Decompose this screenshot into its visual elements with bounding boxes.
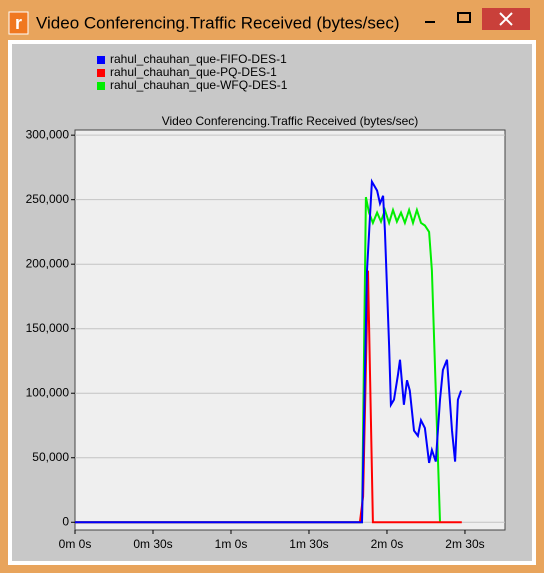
y-tick-label: 300,000	[26, 127, 70, 141]
y-tick-label: 0	[62, 514, 69, 528]
y-tick-label: 50,000	[32, 450, 69, 464]
window-title: Video Conferencing.Traffic Received (byt…	[36, 13, 399, 32]
app-icon	[8, 11, 29, 35]
x-tick-label: 0m 0s	[59, 537, 92, 551]
x-tick-label: 2m 30s	[445, 537, 484, 551]
legend-label: rahul_chauhan_que-FIFO-DES-1	[110, 52, 287, 66]
chart-title: Video Conferencing.Traffic Received (byt…	[162, 114, 419, 128]
series-line	[75, 178, 463, 524]
plot-area	[74, 129, 506, 531]
maximize-icon	[457, 12, 471, 23]
x-tick-label: 1m 0s	[215, 537, 248, 551]
x-tick-label: 1m 30s	[289, 537, 328, 551]
app-icon-letter: r	[15, 13, 22, 33]
x-tick-label: 2m 0s	[371, 537, 404, 551]
legend-label: rahul_chauhan_que-PQ-DES-1	[110, 65, 277, 79]
legend-label: rahul_chauhan_que-WFQ-DES-1	[110, 78, 288, 92]
legend-swatch	[97, 82, 105, 90]
y-tick-label: 250,000	[26, 192, 70, 206]
x-tick-label: 0m 30s	[133, 537, 172, 551]
close-icon	[499, 12, 513, 26]
legend-swatch	[97, 69, 105, 77]
plot: 0 50,000 100,000 150,000 200,000 250,000 300,0…	[26, 127, 505, 551]
y-tick-label: 150,000	[26, 321, 70, 335]
y-tick-label: 100,000	[26, 385, 70, 399]
legend-swatch	[97, 56, 105, 64]
y-tick-label: 200,000	[26, 256, 70, 270]
